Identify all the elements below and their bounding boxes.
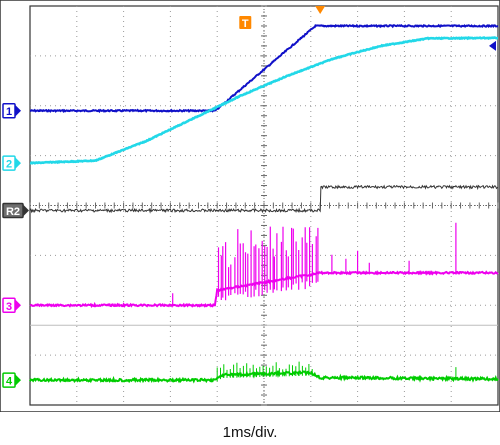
- channel-label-3: 3: [6, 301, 12, 313]
- channel-label-arrow: [15, 157, 21, 170]
- channel-label-arrow: [15, 299, 21, 312]
- time-scale-caption: 1ms/div.: [222, 424, 278, 441]
- trace-ch3: [29, 270, 499, 308]
- grid: [29, 5, 499, 406]
- channel-label-arrow: [15, 374, 21, 387]
- trigger-marker-box: [239, 16, 252, 29]
- trigger-marker-label: T: [242, 18, 249, 30]
- traces: [29, 23, 499, 384]
- channel-label-R2: R2: [6, 206, 20, 218]
- trace-ch2: [29, 36, 498, 165]
- channel-label-4: 4: [6, 376, 13, 388]
- trigger-markers: T: [239, 6, 496, 51]
- oscilloscope-screen: 1 2 R2 3 4 T: [0, 0, 500, 412]
- time-zero-marker: [315, 6, 326, 14]
- trace-ch3-spikes: [172, 222, 457, 306]
- channel-label-2: 2: [6, 159, 12, 171]
- channel-label-1: 1: [6, 106, 12, 118]
- channel-label-arrow: [15, 104, 21, 117]
- trace-ch1: [29, 23, 499, 114]
- trigger-level-marker: [489, 40, 496, 51]
- trace-ch4-noise: [216, 361, 457, 382]
- trace-chR2: [29, 184, 498, 214]
- channel-label-arrow: [23, 204, 29, 217]
- channel-labels: 1 2 R2 3 4: [2, 102, 29, 388]
- trace-ch4: [29, 370, 499, 384]
